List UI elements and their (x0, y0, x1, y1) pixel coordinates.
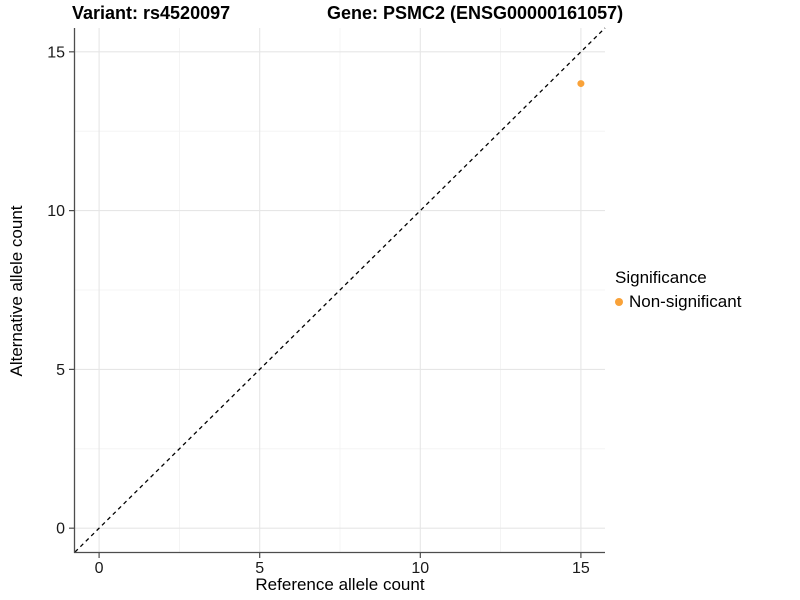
x-tick-label: 5 (255, 560, 264, 577)
x-tick-label: 0 (95, 560, 104, 577)
data-point (577, 80, 585, 88)
legend-marker-icon (615, 298, 623, 306)
legend-title: Significance (615, 268, 707, 287)
x-tick-label: 10 (411, 560, 429, 577)
identity-line (74, 27, 606, 553)
plot-title-gene: Gene: PSMC2 (ENSG00000161057) (327, 3, 624, 23)
y-tick-label: 0 (56, 521, 65, 538)
y-axis-title: Alternative allele count (7, 205, 26, 377)
y-tick-label: 10 (47, 203, 65, 220)
x-axis-title: Reference allele count (255, 575, 425, 594)
y-tick-label: 15 (47, 44, 65, 61)
plot-title-variant: Variant: rs4520097 (72, 3, 231, 23)
x-tick-label: 15 (572, 560, 590, 577)
legend: Significance Non-significant (615, 268, 741, 312)
legend-item: Non-significant (615, 292, 741, 312)
y-tick-label: 5 (56, 362, 65, 379)
legend-item-label: Non-significant (629, 292, 742, 311)
